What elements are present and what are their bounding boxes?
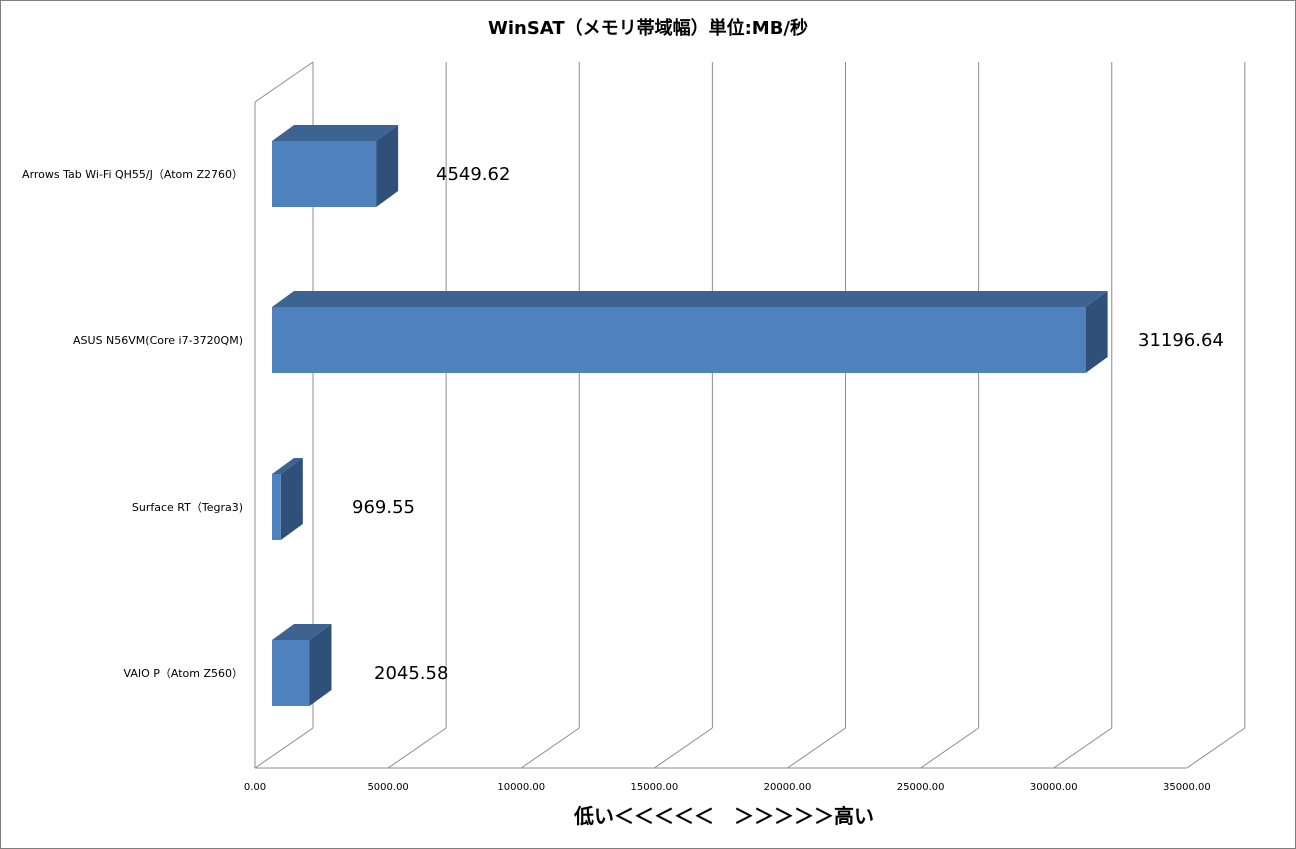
gridline-floor bbox=[920, 727, 979, 769]
x-tick-label: 0.00 bbox=[244, 782, 266, 793]
gridline-floor bbox=[1186, 727, 1246, 769]
data-label: 31196.64 bbox=[1138, 330, 1224, 351]
bar-side-face bbox=[280, 458, 303, 540]
x-tick-label: 5000.00 bbox=[367, 782, 408, 793]
data-label: 4549.62 bbox=[436, 164, 510, 185]
bar bbox=[272, 624, 332, 706]
bar-front-face bbox=[272, 307, 1086, 373]
x-tick-label: 15000.00 bbox=[631, 782, 679, 793]
x-axis-ticks: 0.00 5000.00 10000.00 15000.00 20000.00 25000… bbox=[244, 782, 1211, 793]
bar-side-face bbox=[1085, 291, 1108, 373]
bar-front-face bbox=[272, 141, 377, 207]
bar bbox=[272, 458, 303, 540]
gridline-floor bbox=[1053, 727, 1113, 769]
gridline-floor bbox=[254, 727, 314, 769]
category-label: ASUS N56VM(Core i7-3720QM) bbox=[73, 334, 243, 347]
data-labels: 4549.62 31196.64 969.55 2045.58 bbox=[352, 164, 1224, 684]
category-label: VAIO P（Atom Z560） bbox=[124, 667, 244, 680]
x-tick-label: 20000.00 bbox=[764, 782, 812, 793]
bar bbox=[272, 125, 399, 207]
side-wall-top bbox=[254, 61, 314, 103]
gridline-floor bbox=[654, 727, 713, 769]
gridlines bbox=[254, 61, 1246, 769]
bar bbox=[272, 291, 1108, 373]
data-label: 969.55 bbox=[352, 497, 415, 518]
bar-side-face bbox=[376, 125, 399, 207]
bar-front-face bbox=[272, 474, 281, 540]
bar-top-face bbox=[272, 624, 332, 640]
x-tick-label: 25000.00 bbox=[897, 782, 945, 793]
bar-front-face bbox=[272, 640, 310, 706]
x-tick-label: 35000.00 bbox=[1163, 782, 1211, 793]
chart-title: WinSAT（メモリ帯域幅）単位:MB/秒 bbox=[488, 17, 808, 39]
x-axis-label: 低い＜＜＜＜＜ ＞＞＞＞＞高い bbox=[573, 804, 874, 828]
bars bbox=[272, 125, 1108, 706]
y-axis-categories: Arrows Tab Wi-Fi QH55/J（Atom Z2760） ASUS … bbox=[22, 168, 243, 680]
gridline-floor bbox=[387, 727, 447, 769]
category-label: Surface RT（Tegra3) bbox=[132, 501, 243, 514]
bar-top-face bbox=[272, 125, 399, 141]
gridline-floor bbox=[787, 727, 846, 769]
bar-top-face bbox=[272, 291, 1108, 307]
x-tick-label: 30000.00 bbox=[1030, 782, 1078, 793]
gridline-floor bbox=[520, 727, 580, 769]
category-label: Arrows Tab Wi-Fi QH55/J（Atom Z2760） bbox=[22, 168, 243, 181]
data-label: 2045.58 bbox=[374, 663, 448, 684]
bar-side-face bbox=[309, 624, 332, 706]
bar-top-face bbox=[272, 458, 303, 474]
x-tick-label: 10000.00 bbox=[497, 782, 545, 793]
